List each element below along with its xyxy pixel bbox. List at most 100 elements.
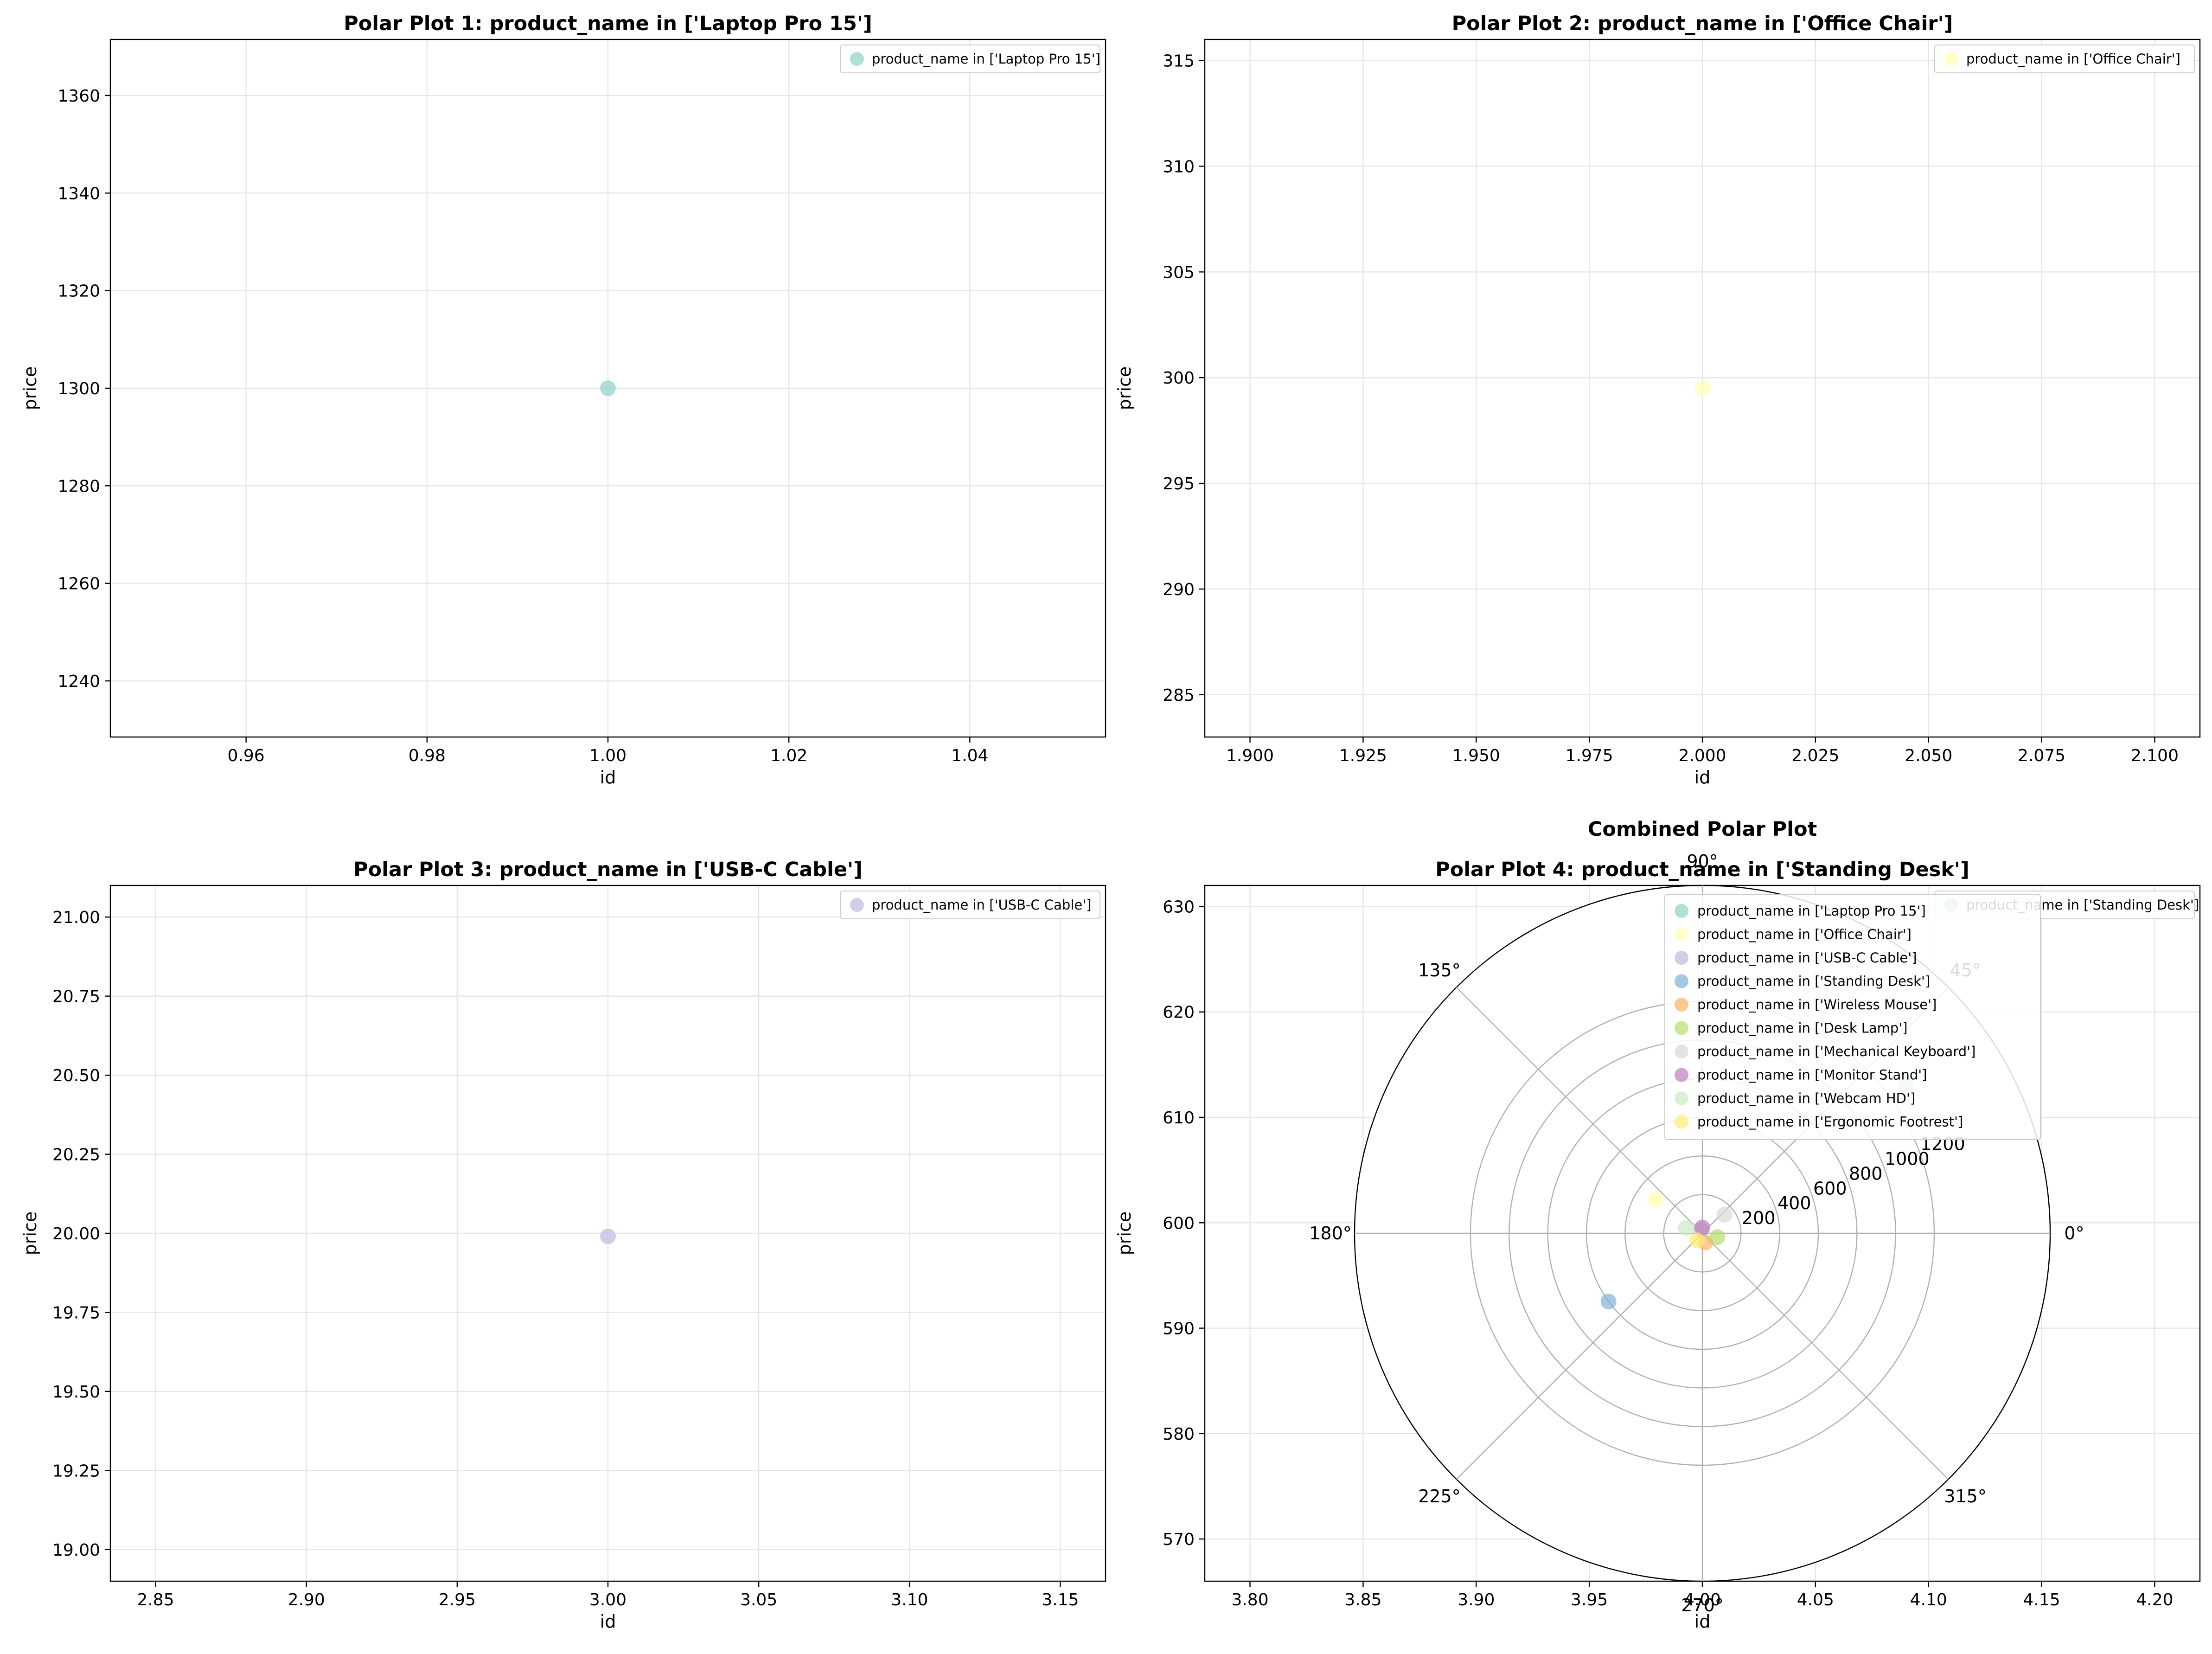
- legend-marker: [850, 52, 864, 66]
- x-tick-label: 4.15: [2023, 1590, 2060, 1609]
- x-tick-label: 2.075: [2018, 746, 2065, 765]
- legend-marker: [1675, 1068, 1688, 1082]
- y-tick-label: 305: [1163, 263, 1195, 282]
- x-tick-label: 4.05: [1797, 1590, 1834, 1609]
- x-tick-label: 2.050: [1905, 746, 1952, 765]
- legend-marker: [1675, 1091, 1688, 1105]
- legend-marker: [1675, 904, 1688, 918]
- x-tick-label: 3.10: [891, 1590, 928, 1609]
- r-tick-label: 1000: [1885, 1149, 1930, 1169]
- y-tick-label: 295: [1163, 474, 1195, 494]
- x-tick-label: 3.80: [1231, 1590, 1268, 1609]
- r-tick-label: 800: [1849, 1163, 1883, 1184]
- x-tick-label: 2.90: [288, 1590, 325, 1609]
- theta-tick-label: 135°: [1418, 960, 1461, 981]
- legend-label: product_name in ['Desk Lamp']: [1697, 1020, 1908, 1036]
- y-tick-label: 285: [1163, 686, 1195, 705]
- x-tick-label: 0.96: [228, 746, 265, 765]
- x-tick-label: 2.95: [439, 1590, 476, 1609]
- y-tick-label: 300: [1163, 369, 1195, 388]
- chart-panel-1: 0.96 0.98 1.00 1.02 1.04 1240 1260 1280 1300 1320…: [20, 12, 1106, 788]
- x-tick-label: 1.04: [951, 746, 988, 765]
- x-tick-label: 2.025: [1791, 746, 1839, 765]
- axes-frame: [109, 885, 1106, 1582]
- data-point: [1694, 380, 1710, 396]
- y-tick-label: 1360: [58, 87, 100, 106]
- y-axis-label: price: [20, 1212, 40, 1256]
- legend-marker: [1675, 1115, 1688, 1129]
- r-tick-label: 400: [1777, 1193, 1811, 1213]
- y-axis-label: price: [20, 366, 40, 410]
- x-tick-label: 2.100: [2131, 746, 2179, 765]
- y-tick-label: 570: [1163, 1530, 1195, 1549]
- legend-marker: [1675, 998, 1688, 1012]
- legend-marker: [1675, 951, 1688, 965]
- axes-frame: [109, 38, 1106, 738]
- polar-data-point: [1709, 1229, 1726, 1245]
- legend-label: product_name in ['Monitor Stand']: [1697, 1067, 1927, 1083]
- y-tick-label: 310: [1163, 157, 1195, 176]
- legend-box: [1934, 45, 2195, 73]
- legend-label: product_name in ['Office Chair']: [1697, 927, 1912, 942]
- polar-data-point: [1678, 1220, 1694, 1236]
- theta-tick-label: 225°: [1418, 1486, 1461, 1507]
- y-axis-label: price: [1114, 1212, 1135, 1256]
- legend-label: product_name in ['Wireless Mouse']: [1697, 997, 1937, 1013]
- y-tick-label: 610: [1163, 1109, 1195, 1128]
- y-tick-label: 600: [1163, 1214, 1195, 1233]
- x-tick-label: 1.02: [770, 746, 807, 765]
- legend-label: product_name in ['Standing Desk']: [1697, 974, 1930, 989]
- legend-marker: [1944, 52, 1958, 66]
- polar-spoke: [1456, 1233, 1703, 1480]
- legend-label: product_name in ['Ergonomic Footrest']: [1697, 1114, 1963, 1130]
- legend-label: product_name in ['Office Chair']: [1966, 51, 2180, 67]
- y-tick-label: 20.75: [52, 987, 100, 1007]
- theta-tick-label: 180°: [1309, 1223, 1352, 1244]
- legend-marker: [1675, 974, 1688, 988]
- y-tick-label: 630: [1163, 898, 1195, 917]
- y-tick-label: 1300: [58, 379, 100, 398]
- y-tick-label: 1340: [58, 184, 100, 203]
- y-tick-label: 20.00: [52, 1224, 100, 1244]
- polar-data-point: [1689, 1232, 1705, 1249]
- x-tick-label: 4.00: [1684, 1590, 1721, 1609]
- polar-data-point: [1694, 1219, 1710, 1236]
- theta-tick-label: 270°: [1681, 1595, 1724, 1616]
- x-axis-label: id: [600, 767, 616, 788]
- x-tick-label: 2.85: [137, 1590, 174, 1609]
- x-tick-label: 4.20: [2136, 1590, 2173, 1609]
- chart-title: Polar Plot 4: product_name in ['Standing…: [1435, 858, 1969, 881]
- x-tick-label: 1.900: [1226, 746, 1274, 765]
- y-tick-label: 19.75: [52, 1303, 100, 1322]
- chart-title: Polar Plot 3: product_name in ['USB-C Ca…: [353, 858, 863, 881]
- x-tick-label: 3.95: [1571, 1590, 1608, 1609]
- x-tick-label: 1.00: [589, 746, 627, 765]
- y-tick-label: 19.25: [52, 1462, 100, 1481]
- x-axis-label: id: [1694, 1611, 1711, 1632]
- polar-data-point: [1647, 1191, 1663, 1207]
- legend-marker: [1675, 1021, 1688, 1035]
- theta-tick-label: 90°: [1687, 851, 1718, 872]
- data-point: [600, 1228, 616, 1244]
- axes-frame: [1204, 38, 2201, 738]
- y-tick-label: 290: [1163, 580, 1195, 599]
- y-tick-label: 1260: [58, 575, 100, 594]
- legend-box: [840, 891, 1100, 919]
- chart-title: Polar Plot 2: product_name in ['Office C…: [1452, 12, 1953, 35]
- legend-marker: [1675, 1045, 1688, 1058]
- polar-spoke: [1702, 1233, 1949, 1480]
- x-tick-label: 3.90: [1458, 1590, 1495, 1609]
- polar-spoke: [1456, 987, 1703, 1234]
- x-tick-label: 1.925: [1339, 746, 1387, 765]
- x-tick-label: 3.00: [589, 1590, 627, 1609]
- legend-label: product_name in ['Laptop Pro 15']: [1697, 903, 1926, 919]
- theta-tick-label: 315°: [1944, 1486, 1987, 1507]
- legend-box: [1664, 894, 2041, 1140]
- x-tick-label: 1.950: [1452, 746, 1500, 765]
- y-tick-label: 20.25: [52, 1146, 100, 1165]
- x-tick-label: 1.975: [1566, 746, 1613, 765]
- chart-panel-2: 1.900 1.925 1.950 1.975 2.000 2.025 2.050 2.075…: [1114, 12, 2201, 788]
- x-tick-label: 0.98: [409, 746, 446, 765]
- r-tick-label: 200: [1742, 1208, 1776, 1228]
